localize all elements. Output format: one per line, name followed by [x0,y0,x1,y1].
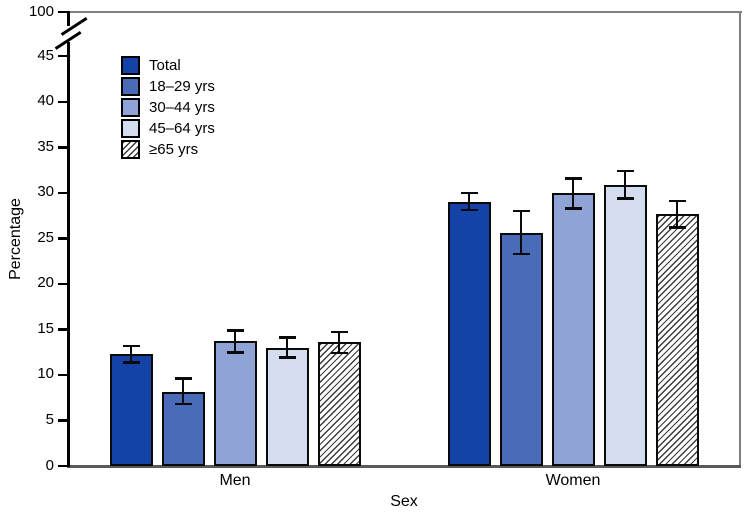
legend-swatch-18-29-yrs-icon [121,77,140,96]
error-bar-cap-top-women-65-yrs [668,199,686,203]
error-bar-line-women-18-29-yrs [519,211,523,254]
y-tick [58,282,67,286]
error-bar-cap-bottom-women-65-yrs [668,226,686,229]
x-axis-line [67,465,741,468]
legend-label-30-44-yrs: 30–44 yrs [149,98,215,116]
y-tick-label: 0 [45,456,54,474]
error-bar-line-women-45-64-yrs [623,170,627,199]
y-axis-title: Percentage [7,198,24,280]
y-axis-line-upper [67,11,70,26]
y-tick [58,146,67,149]
y-tick-label: 40 [37,92,54,110]
error-bar-cap-bottom-women-45-64-yrs [616,197,634,200]
y-tick [58,100,67,103]
bar-men-30-44-yrs [213,341,257,466]
y-tick [58,191,67,195]
bar-women-18-29-yrs [499,232,543,466]
bar-women-45-64-yrs [603,184,647,466]
bar-men-65-yrs [317,342,361,466]
y-tick [58,419,67,422]
y-tick [58,237,67,240]
error-bar-cap-bottom-men-30-44-yrs [226,350,244,354]
y-tick-label: 45 [37,46,54,64]
plot-frame-right [739,11,741,467]
y-tick [58,54,67,58]
error-bar-line-women-65-yrs [675,201,679,228]
error-bar-cap-bottom-men-total [122,360,140,364]
error-bar-cap-top-men-30-44-yrs [226,329,244,332]
error-bar-cap-bottom-men-18-29-yrs [174,402,192,406]
y-tick-label: 30 [37,183,54,201]
y-tick-label: 25 [37,228,54,246]
y-tick-label: 10 [37,365,54,383]
legend-swatch-30-44-yrs-icon [121,98,140,117]
legend-label-45-64-yrs: 45–64 yrs [149,119,215,137]
error-bar-cap-top-men-45-64-yrs [278,336,296,339]
y-tick-label: 5 [45,410,54,428]
error-bar-line-women-total [467,192,471,211]
bar-men-total [109,353,153,466]
legend-swatch-total-icon [121,56,140,75]
error-bar-line-women-30-44-yrs [571,178,575,209]
legend-item-total: Total [121,55,215,76]
bar-women-total [447,201,491,466]
error-bar-cap-top-women-18-29-yrs [512,209,530,213]
legend-swatch-65-yrs-icon [121,140,140,159]
error-bar-cap-top-men-65-yrs [330,330,348,334]
y-tick-label: 35 [37,137,54,155]
axis-break-slash-upper [60,16,88,36]
error-bar-cap-bottom-women-30-44-yrs [564,207,582,210]
error-bar-cap-top-men-total [122,344,140,348]
error-bar-line-men-18-29-yrs [181,378,185,405]
error-bar-cap-bottom-women-total [460,208,478,212]
legend: Total 18–29 yrs 30–44 yrs 45–64 yrs ≥65 yrs [121,55,215,160]
y-tick-label: 15 [37,319,54,337]
error-bar-cap-bottom-women-18-29-yrs [512,252,530,256]
error-bar-cap-top-men-18-29-yrs [174,377,192,380]
legend-item-18-29-yrs: 18–29 yrs [121,76,215,97]
y-axis-line-lower [67,42,70,467]
bar-women-30-44-yrs [551,192,595,466]
bar-women-65-yrs [655,213,699,466]
error-bar-cap-bottom-men-65-yrs [330,351,348,355]
y-tick [58,328,67,331]
legend-item-45-64-yrs: 45–64 yrs [121,118,215,139]
legend-swatch-45-64-yrs-icon [121,119,140,138]
error-bar-cap-top-women-45-64-yrs [616,169,634,173]
plot-frame-top [68,11,742,13]
error-bar-cap-top-women-30-44-yrs [564,177,582,180]
error-bar-line-men-45-64-yrs [285,337,289,358]
bar-men-45-64-yrs [265,347,309,466]
y-tick-label-top: 100 [28,2,54,20]
category-label-men: Men [219,472,251,489]
category-label-women: Women [545,472,601,489]
error-bar-cap-bottom-men-45-64-yrs [278,356,296,359]
x-axis-title: Sex [390,493,418,510]
y-tick [58,10,67,14]
y-tick [58,464,67,468]
legend-item-30-44-yrs: 30–44 yrs [121,97,215,118]
legend-label-total: Total [149,56,181,74]
legend-item-65-yrs: ≥65 yrs [121,139,215,160]
y-tick [58,373,67,377]
error-bar-line-men-30-44-yrs [233,330,237,353]
y-tick-label: 20 [37,274,54,292]
error-bar-line-men-65-yrs [337,332,341,354]
error-bar-cap-top-women-total [460,191,478,195]
legend-label-18-29-yrs: 18–29 yrs [149,77,215,95]
error-bar-line-men-total [129,345,133,363]
legend-label-65-yrs: ≥65 yrs [149,140,199,158]
